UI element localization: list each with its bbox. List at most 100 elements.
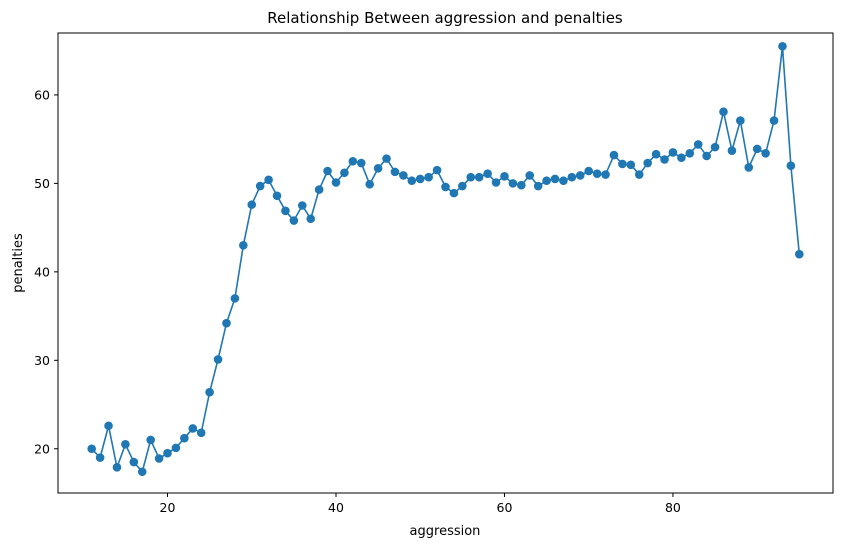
chart-title: Relationship Between aggression and pena… [267, 9, 623, 27]
data-point [736, 116, 745, 125]
data-point [424, 172, 433, 182]
data-point [491, 178, 501, 187]
data-point [609, 150, 619, 160]
data-point [483, 169, 492, 178]
data-point [163, 448, 172, 458]
data-point [592, 169, 602, 178]
data-point [222, 318, 231, 328]
data-point [533, 181, 543, 191]
data-point [508, 179, 518, 188]
data-point [432, 165, 442, 175]
data-point [567, 172, 577, 182]
data-point [289, 216, 299, 225]
data-point [239, 241, 248, 250]
y-axis-ticks: 20 30 40 50 60 [34, 87, 58, 456]
data-point [626, 160, 636, 170]
series-points-group [87, 41, 804, 477]
data-point [365, 179, 374, 189]
y-tick-label: 30 [34, 353, 50, 368]
data-point [474, 172, 484, 182]
data-point [146, 435, 155, 445]
data-point [660, 155, 669, 164]
data-point [323, 166, 332, 176]
data-point [542, 176, 551, 186]
data-point [196, 428, 206, 438]
y-tick-label: 60 [34, 87, 50, 102]
data-point [348, 156, 358, 166]
x-tick-label: 60 [497, 500, 513, 515]
data-point [677, 153, 686, 163]
data-point [390, 167, 400, 177]
data-point [466, 172, 476, 182]
data-point [634, 170, 644, 179]
data-point [550, 174, 560, 184]
data-point [584, 166, 594, 176]
data-point [297, 201, 307, 210]
data-point [618, 159, 627, 169]
data-point [213, 355, 223, 364]
data-point [795, 249, 804, 259]
data-point [188, 424, 198, 433]
data-point [559, 176, 568, 186]
data-point [180, 433, 189, 443]
data-point [668, 148, 678, 157]
data-point [306, 214, 316, 224]
data-point [281, 206, 290, 216]
data-point [205, 387, 214, 397]
data-point [752, 144, 762, 154]
data-point [651, 149, 661, 159]
data-point [314, 185, 324, 194]
x-axis-ticks: 20 40 60 80 [160, 493, 681, 515]
data-point [399, 171, 408, 180]
data-point [601, 170, 610, 179]
data-point [264, 175, 273, 185]
y-tick-label: 20 [34, 441, 50, 456]
data-point [171, 443, 181, 453]
x-tick-label: 40 [328, 500, 344, 515]
data-point [710, 142, 720, 152]
data-point [255, 181, 265, 191]
data-point [500, 172, 509, 181]
series-line [91, 45, 801, 473]
y-tick-label: 50 [34, 176, 50, 191]
data-point [778, 41, 787, 51]
data-point [340, 168, 349, 178]
data-point [769, 116, 779, 125]
data-point [87, 444, 96, 454]
data-point [761, 149, 770, 158]
data-point [441, 182, 450, 192]
data-point [575, 171, 585, 180]
data-point [331, 178, 341, 187]
data-point [95, 453, 105, 462]
plot-area-frame [57, 32, 834, 494]
data-point [407, 176, 417, 186]
data-point [129, 457, 139, 467]
series-line-group [91, 45, 801, 473]
data-point [137, 467, 147, 477]
data-point [154, 454, 164, 463]
x-tick-label: 80 [665, 500, 681, 515]
data-point [382, 154, 391, 163]
data-point [719, 107, 728, 117]
x-axis-label: aggression [410, 524, 481, 539]
y-tick-label: 40 [34, 264, 50, 279]
data-point [272, 191, 282, 201]
data-point [356, 158, 366, 168]
data-point [702, 151, 711, 161]
data-point [786, 161, 796, 170]
data-point [104, 421, 113, 431]
data-point [247, 200, 257, 209]
data-point [525, 171, 535, 180]
data-point [415, 174, 425, 184]
y-axis-label: penalties [11, 233, 26, 293]
data-point [373, 164, 383, 173]
data-point [449, 188, 459, 198]
data-point [517, 180, 526, 190]
data-point [112, 463, 122, 472]
x-tick-label: 20 [160, 500, 176, 515]
data-point [685, 149, 695, 158]
data-point [727, 146, 737, 155]
data-point [230, 294, 240, 303]
data-point [643, 158, 652, 168]
